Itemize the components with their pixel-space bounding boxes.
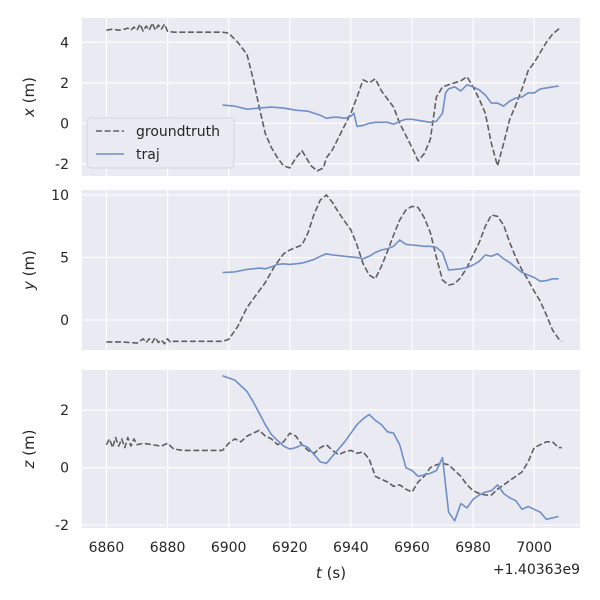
y-axis-label: y (m) xyxy=(20,250,38,291)
series-line-traj xyxy=(222,374,559,522)
x-tick-label: 6960 xyxy=(394,540,430,556)
y-tick-label: 0 xyxy=(60,461,69,477)
y-tick-label: 2 xyxy=(60,403,69,419)
y-tick-label: 4 xyxy=(60,35,69,51)
y-tick-label: 0 xyxy=(60,313,69,329)
y-tick-label: -2 xyxy=(55,157,69,173)
y-tick-label: 10 xyxy=(51,188,69,204)
y-axis-label: z (m) xyxy=(20,430,38,470)
plot-area xyxy=(82,190,580,350)
y-tick-label: 2 xyxy=(60,76,69,92)
x-tick-label: 7000 xyxy=(516,540,552,556)
y-tick-label: -2 xyxy=(55,518,69,534)
legend: groundtruth traj xyxy=(86,117,235,169)
subplot-z: -2 0 2 6860 6880 6900 6920 6940 6960 6980 7000 t (s… xyxy=(20,370,580,582)
series-line-groundtruth xyxy=(106,194,563,345)
y-axis-label: x (m) xyxy=(20,77,38,118)
subplot-x: -2 0 2 4 x (m) groundtruth traj xyxy=(20,18,580,176)
x-offset-label: +1.40363e9 xyxy=(493,562,580,578)
y-tick-label: 0 xyxy=(60,116,69,132)
legend-entry-groundtruth: groundtruth xyxy=(136,124,220,140)
series-line-traj xyxy=(222,239,559,283)
series-line-groundtruth xyxy=(106,22,562,172)
x-tick-label: 6920 xyxy=(272,540,308,556)
x-tick-label: 6860 xyxy=(89,540,125,556)
x-tick-label: 6980 xyxy=(455,540,491,556)
legend-entry-traj: traj xyxy=(136,147,160,163)
series-line-traj xyxy=(222,84,559,128)
x-tick-label: 6880 xyxy=(150,540,186,556)
x-axis-label: t (s) xyxy=(316,564,346,582)
plot-area xyxy=(82,370,580,528)
x-tick-label: 6940 xyxy=(333,540,369,556)
y-tick-label: 5 xyxy=(60,251,69,267)
subplot-y: 0 5 10 y (m) xyxy=(20,188,580,350)
x-tick-label: 6900 xyxy=(211,540,247,556)
